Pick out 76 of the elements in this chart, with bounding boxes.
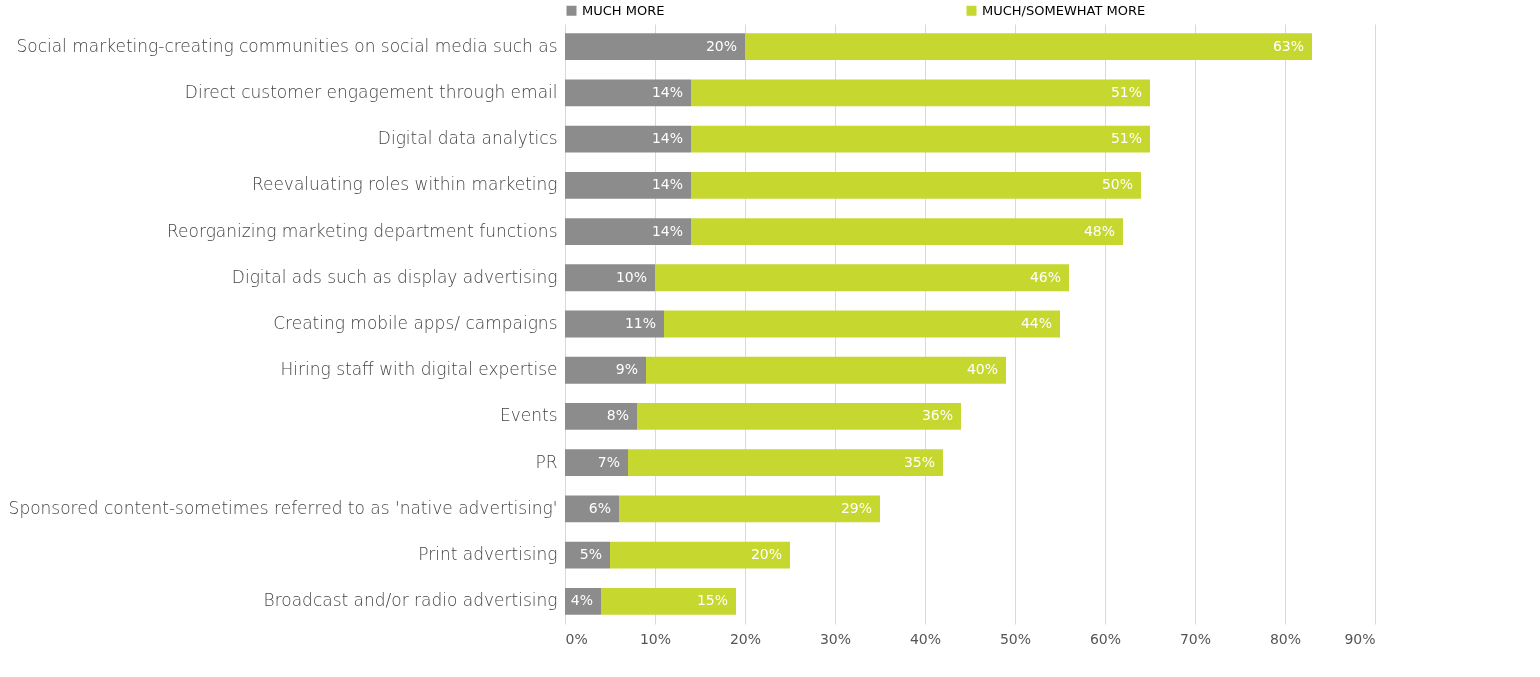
bar (565, 403, 637, 430)
data-label: 8% (606, 407, 629, 424)
bar (628, 449, 943, 477)
bar (565, 264, 655, 292)
y-tick-label: Creating mobile apps/ campaigns (273, 313, 558, 333)
data-label: 51% (1110, 130, 1142, 147)
data-label: 50% (1101, 176, 1133, 193)
data-label: 11% (624, 315, 656, 331)
y-tick-label: Hiring staff with digital expertise (280, 359, 558, 380)
bar (565, 218, 691, 245)
data-label: 20% (750, 546, 782, 563)
bar (565, 171, 691, 199)
data-label: 4% (570, 592, 593, 609)
y-tick-label: Reorganizing marketing department functions (167, 220, 558, 241)
y-tick-label: Sponsored content-sometimes referred to as 'native advertising' (8, 497, 558, 518)
y-tick-label: Digital ads such as display advertising (231, 266, 558, 287)
y-tick-label: PR (535, 451, 558, 472)
data-label: 46% (1029, 268, 1061, 285)
y-tick-label: Direct customer engagement through email (184, 81, 558, 102)
x-tick-label: 40% (909, 630, 942, 647)
x-tick-label: 30% (819, 630, 852, 647)
data-label: 7% (597, 453, 620, 470)
data-label: 44% (1020, 315, 1052, 331)
bar (619, 495, 880, 523)
x-tick-label: 80% (1269, 630, 1302, 647)
x-tick-label: 70% (1179, 630, 1212, 647)
x-tick-label: 50% (999, 630, 1032, 647)
bar (637, 403, 961, 430)
legend-label: MUCH MORE (582, 2, 665, 18)
bar (565, 541, 610, 569)
data-label: 14% (651, 130, 683, 147)
bar (610, 541, 790, 569)
bar (646, 356, 1006, 384)
data-label: 14% (651, 176, 683, 193)
data-label: 14% (651, 222, 683, 239)
data-label: 35% (903, 453, 935, 470)
y-tick-label: Reevaluating roles within marketing (251, 174, 558, 195)
y-tick-label: Events (499, 405, 558, 426)
y-tick-label: Print advertising (418, 544, 558, 565)
y-tick-label: Broadcast and/or radio advertising (263, 590, 558, 611)
data-label: 63% (1272, 37, 1304, 54)
bar (565, 356, 646, 384)
bar (565, 449, 628, 477)
bar (691, 218, 1123, 245)
data-label: 51% (1110, 83, 1142, 100)
bar (745, 33, 1312, 61)
x-tick-label: 0% (565, 630, 588, 647)
data-label: 40% (966, 361, 998, 378)
data-label: 20% (705, 37, 737, 54)
data-label: 36% (921, 407, 953, 424)
y-tick-label: Social marketing-creating communities on social media such as (16, 35, 558, 56)
bar (565, 310, 664, 338)
bar (691, 171, 1141, 199)
x-tick-label: 20% (729, 630, 762, 647)
bar (664, 310, 1060, 338)
data-label: 10% (615, 268, 647, 285)
legend-label: MUCH/SOMEWHAT MORE (982, 2, 1146, 18)
data-label: 5% (579, 546, 602, 563)
bar (691, 125, 1150, 153)
bar (565, 79, 691, 107)
x-tick-label: 60% (1089, 630, 1122, 647)
data-label: 14% (651, 83, 683, 100)
data-label: 29% (840, 499, 872, 516)
bar (655, 264, 1069, 292)
data-label: 6% (588, 499, 611, 516)
y-tick-label: Digital data analytics (377, 128, 558, 149)
bar (691, 79, 1150, 107)
data-label: 48% (1083, 222, 1115, 239)
bar (565, 33, 745, 61)
data-label: 15% (696, 592, 728, 609)
bar (565, 125, 691, 153)
bar (601, 587, 736, 615)
bar (565, 495, 619, 523)
x-tick-label: 90% (1344, 630, 1376, 647)
x-tick-label: 10% (639, 630, 672, 647)
data-label: 9% (615, 361, 638, 378)
